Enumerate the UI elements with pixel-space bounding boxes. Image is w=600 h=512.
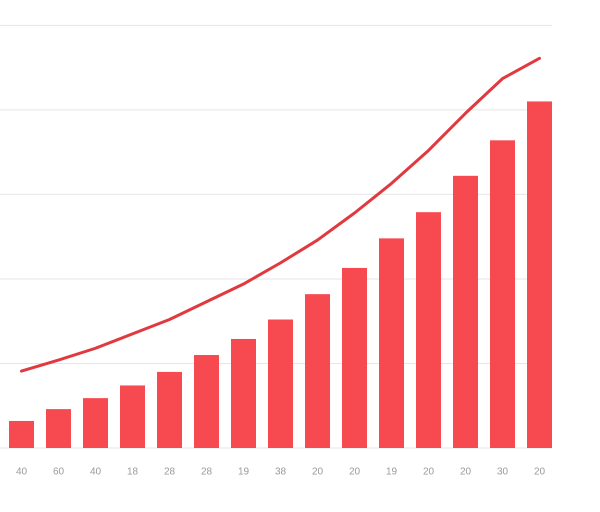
bar <box>231 338 256 448</box>
bar <box>453 175 478 449</box>
bar <box>416 212 441 448</box>
bar <box>194 355 219 448</box>
x-tick-label: 19 <box>386 467 398 478</box>
bar <box>9 420 34 448</box>
bar <box>379 238 404 448</box>
bar <box>83 398 108 448</box>
x-tick-label: 40 <box>16 467 28 478</box>
x-tick-label: 20 <box>312 467 324 478</box>
x-tick-label: 19 <box>238 467 250 478</box>
bar <box>342 267 367 448</box>
bar <box>268 319 293 448</box>
bar <box>120 385 145 448</box>
x-tick-label: 28 <box>201 467 213 478</box>
bar <box>527 101 552 448</box>
bar <box>157 371 182 448</box>
bar <box>305 294 330 448</box>
x-tick-label: 20 <box>534 467 546 478</box>
x-tick-label: 28 <box>164 467 176 478</box>
x-tick-label: 60 <box>53 467 65 478</box>
bar <box>46 409 71 448</box>
x-tick-label: 20 <box>423 467 435 478</box>
trend-line <box>20 56 541 373</box>
x-tick-label: 38 <box>275 467 287 478</box>
x-tick-label: 20 <box>460 467 472 478</box>
x-tick-label: 18 <box>127 467 139 478</box>
x-tick-label: 30 <box>497 467 509 478</box>
bar <box>490 140 515 448</box>
x-tick-label: 20 <box>349 467 361 478</box>
x-tick-label: 40 <box>90 467 102 478</box>
